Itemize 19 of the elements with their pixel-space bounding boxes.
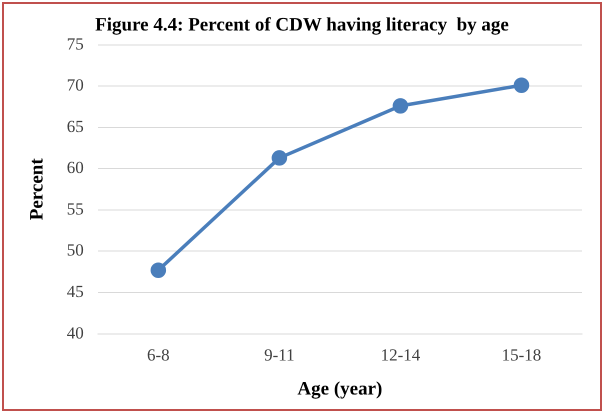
x-tick-label: 15-18 bbox=[502, 345, 542, 364]
y-axis-title: Percent bbox=[26, 158, 48, 220]
y-tick-label: 40 bbox=[66, 323, 84, 342]
x-tick-label: 9-11 bbox=[264, 345, 295, 364]
y-tick-label: 70 bbox=[66, 76, 84, 95]
point bbox=[392, 98, 408, 114]
chart-title: Figure 4.4: Percent of CDW having literacy by age bbox=[95, 14, 509, 36]
point bbox=[514, 78, 530, 94]
y-tick-label: 65 bbox=[66, 116, 84, 136]
y-tick-label: 50 bbox=[66, 240, 84, 260]
point bbox=[272, 150, 288, 166]
y-tick-label: 60 bbox=[66, 158, 84, 178]
y-tick-label: 55 bbox=[66, 199, 84, 218]
point bbox=[150, 262, 166, 278]
x-tick-label: 6-8 bbox=[146, 345, 170, 364]
x-axis-title: Age (year) bbox=[297, 378, 382, 400]
y-tick-label: 45 bbox=[66, 282, 84, 301]
y-tick-label: 75 bbox=[66, 34, 84, 54]
x-tick-label: 12-14 bbox=[380, 345, 421, 364]
